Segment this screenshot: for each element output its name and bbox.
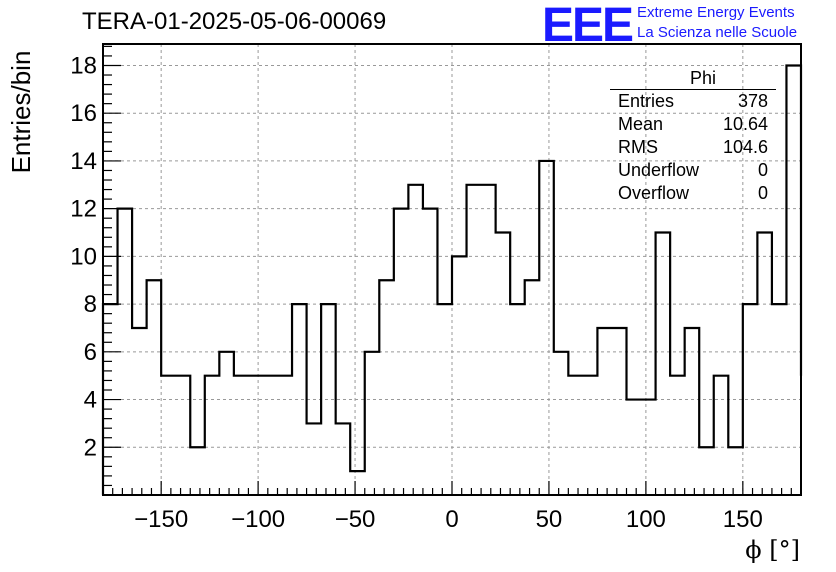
stats-label: Overflow (618, 183, 690, 203)
logo-line-2: La Scienza nelle Scuole (637, 24, 798, 41)
stats-label: Entries (618, 91, 675, 111)
stats-value: 104.6 (722, 137, 768, 157)
stats-box-title: Phi (610, 68, 776, 90)
y-axis-label: Entries/bin (6, 51, 36, 174)
stats-row: RMS 104.6 (610, 136, 776, 159)
stats-row: Entries 378 (610, 90, 776, 113)
y-tick-label: 4 (84, 387, 97, 414)
x-tick-label: 150 (723, 506, 763, 533)
y-tick-label: 14 (70, 148, 97, 175)
x-tick-label: −100 (231, 506, 285, 533)
stats-row: Overflow 0 (610, 182, 776, 205)
stats-value: 378 (737, 91, 768, 111)
stats-label: Mean (618, 114, 664, 134)
stats-box: Phi Entries 378 Mean 10.64 RMS 104.6 Underflow… (610, 68, 776, 205)
y-axis-ticks: 2 4 6 8 10 12 14 16 18 (70, 45, 121, 487)
stats-value: 10.64 (722, 114, 768, 134)
x-tick-label: −50 (335, 506, 376, 533)
chart-title: TERA-01-2025-05-06-00069 (82, 8, 387, 35)
y-tick-label: 18 (70, 52, 97, 79)
x-tick-label: 0 (445, 506, 458, 533)
x-axis-ticks: −150 −100 −50 0 50 100 150 (112, 481, 792, 533)
y-tick-label: 8 (84, 291, 97, 318)
y-tick-label: 2 (84, 434, 97, 461)
stats-label: Underflow (618, 160, 700, 180)
logo-line-1: Extreme Energy Events (637, 4, 795, 21)
y-tick-label: 12 (70, 196, 97, 223)
y-tick-label: 6 (84, 339, 97, 366)
stats-row: Mean 10.64 (610, 113, 776, 136)
stats-label: RMS (618, 137, 658, 157)
y-tick-label: 10 (70, 243, 97, 270)
x-axis-label: ϕ [°] (745, 536, 800, 564)
stats-value: 0 (757, 160, 768, 180)
stats-row: Underflow 0 (610, 159, 776, 182)
x-tick-label: 100 (626, 506, 666, 533)
x-tick-label: 50 (536, 506, 563, 533)
stats-value: 0 (757, 183, 768, 203)
x-tick-label: −150 (134, 506, 188, 533)
histogram-line (101, 64, 803, 495)
y-tick-label: 16 (70, 100, 97, 127)
